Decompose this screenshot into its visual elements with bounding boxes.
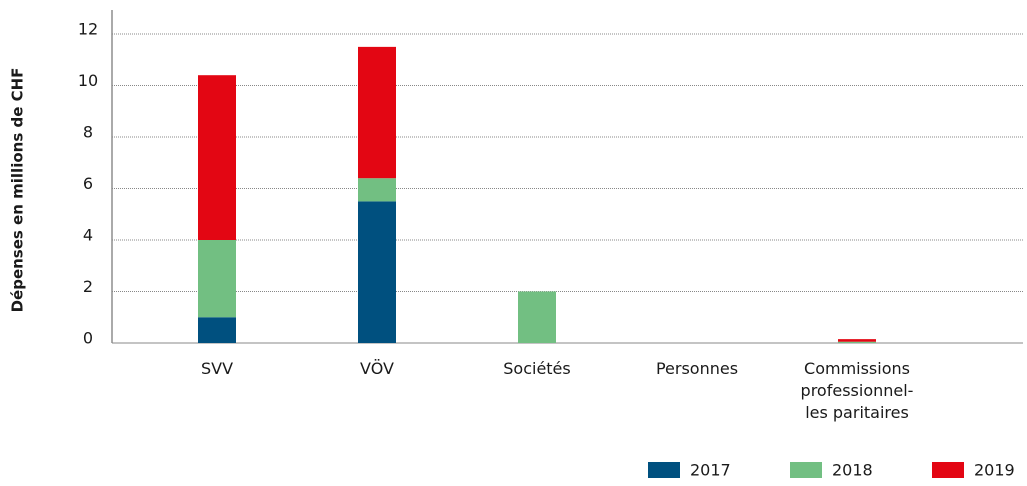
legend-swatch [932, 462, 964, 478]
legend-swatch [648, 462, 680, 478]
legend-label: 2019 [974, 461, 1015, 480]
y-tick-label: 8 [83, 123, 93, 142]
y-tick-label: 6 [83, 174, 93, 193]
x-tick-label: Personnes [655, 359, 739, 378]
x-tick-label: SVV [200, 359, 234, 378]
y-tick-label: 10 [78, 71, 98, 90]
bar-segment [198, 240, 236, 318]
legend-label: 2018 [832, 461, 873, 480]
y-tick-label: 4 [83, 226, 93, 245]
bar-segment [358, 201, 396, 343]
legend-label: 2017 [690, 461, 731, 480]
y-axis-label: Dépenses en millions de CHF [9, 68, 27, 313]
x-tick-label: Commissions professionnel- les paritaire… [800, 359, 914, 422]
x-tick-label: VÖV [360, 359, 394, 378]
bar-segment [198, 75, 236, 240]
bar-segment [838, 339, 876, 342]
y-tick-label: 0 [83, 329, 93, 348]
bar-segment [838, 341, 876, 343]
bar-segment [518, 291, 556, 343]
y-tick-label: 12 [78, 20, 98, 39]
y-tick-label: 2 [83, 277, 93, 296]
bar-segment [198, 317, 236, 343]
bar-segment [358, 46, 396, 179]
x-tick-label: Sociétés [503, 359, 571, 378]
legend-swatch [790, 462, 822, 478]
bar-segment [358, 178, 396, 202]
